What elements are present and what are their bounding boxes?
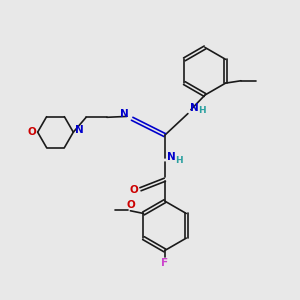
Text: O: O (127, 200, 135, 210)
Text: N: N (167, 152, 176, 161)
Text: H: H (198, 106, 206, 115)
Text: N: N (120, 109, 129, 119)
Text: O: O (130, 185, 138, 195)
Text: O: O (28, 127, 36, 137)
Text: N: N (190, 103, 199, 112)
Text: H: H (175, 156, 183, 165)
Text: N: N (75, 125, 83, 135)
Text: F: F (161, 258, 168, 268)
